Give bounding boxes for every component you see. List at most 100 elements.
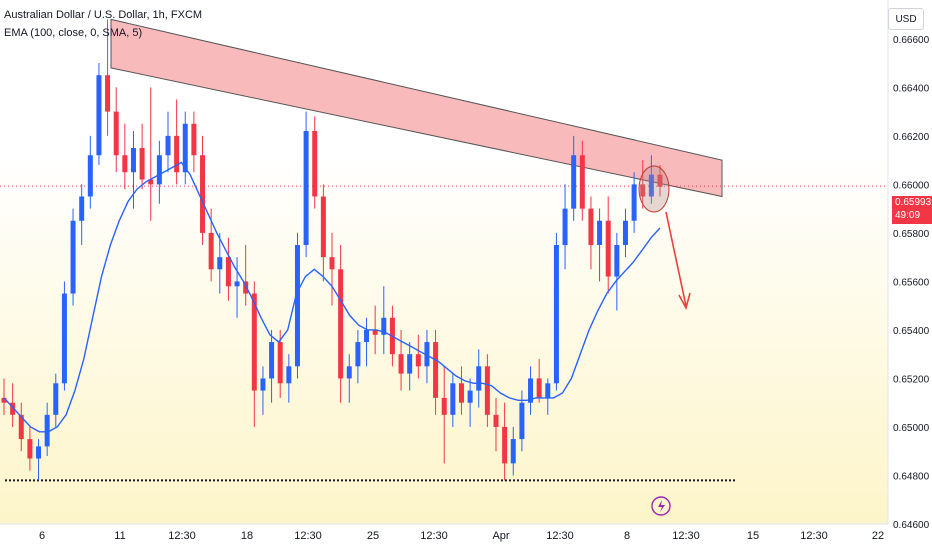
candle-body [398,354,404,374]
candle-body [346,366,352,379]
candle-body [528,378,534,403]
y-tick-label: 0.66600 [893,35,930,46]
candle-body [174,135,180,173]
candle-body [303,131,309,246]
candle-body [36,446,42,459]
candle-body [579,155,585,209]
candle-body [243,281,249,294]
y-tick-label: 0.65000 [893,423,930,434]
candle-body [433,342,439,398]
y-tick-label: 0.66400 [893,83,930,94]
x-tick-label: 12:30 [420,530,448,542]
candle-body [286,366,292,384]
candle-body [260,378,266,391]
candle-body [372,329,378,335]
candle-body [191,123,197,156]
candle-body [329,257,335,270]
y-tick-label: 0.66000 [893,180,930,191]
candle-body [312,131,318,197]
y-tick-label: 0.65400 [893,326,930,337]
candle-body [597,220,603,246]
resistance-zone[interactable] [110,18,723,198]
candle-body [355,342,361,367]
x-tick-label: 15 [747,530,759,542]
candle-body [1,397,7,403]
candle-body [588,208,594,246]
candle-body [562,208,568,246]
candle-body [225,257,231,287]
candle-body [139,147,145,180]
candle-body [130,147,136,173]
candle-body [364,329,370,343]
candle-body [407,354,413,374]
x-tick-label: 22 [872,530,884,542]
candle-body [458,383,464,403]
candle-body [510,439,516,464]
candle-body [450,383,456,415]
candle-body [79,196,85,221]
x-tick-label: 6 [39,530,45,542]
candle-body [156,155,162,185]
y-axis-ticks: 0.66600 0.66400 0.66200 0.66000 0.65800 0.656… [893,35,930,531]
y-tick-label: 0.64800 [893,471,930,482]
ema-line [3,161,661,433]
candle-body [476,366,482,391]
candle-body [648,174,654,197]
candle-body [217,257,223,270]
candle-body [415,354,421,367]
candle-body [165,135,171,156]
candle-body [251,293,257,391]
candle-body [122,155,128,173]
candle-body [605,220,611,277]
candle-body [200,155,206,233]
candle-body [234,281,240,287]
candle-body [44,414,50,447]
candle-body [519,402,525,440]
candle-body [96,75,102,156]
down-arrow [665,211,691,311]
candle-body [467,390,473,403]
candle-body [441,397,447,415]
candle-body [493,414,499,427]
candle-body [182,123,188,173]
x-tick-label: 12:30 [672,530,700,542]
current-price-value: 0.65993 [895,197,932,208]
candle-body [27,439,33,459]
candle-body [18,414,24,440]
event-marker[interactable] [651,496,671,516]
candle-body [484,366,490,415]
chart-title: Australian Dollar / U.S. Dollar, 1h, FXC… [4,9,203,21]
candle-body [536,378,542,398]
candle-body [614,245,620,277]
candle-body [87,155,93,197]
x-tick-label: 11 [114,530,125,542]
candle-body [10,402,16,415]
x-tick-label: 12:30 [800,530,828,542]
y-tick-label: 0.65800 [893,229,930,240]
x-tick-label: 25 [367,530,379,542]
x-tick-label: 8 [624,530,630,542]
candle-body [553,245,559,384]
resistance-zone-group [110,18,723,198]
candle-body [61,293,67,384]
candle-body [294,245,300,367]
candle-body [631,184,637,221]
currency-button[interactable]: USD [888,8,924,30]
candle-body [320,196,326,258]
candle-body [424,342,430,367]
candle-body [502,426,508,464]
candle-body [208,232,214,270]
candle-body [381,317,387,335]
highlight-ellipse [638,165,670,213]
current-price-label: 0.65993 49:09 [892,196,932,224]
lightning-icon [658,500,665,512]
candle-body [657,174,663,187]
candle-body [640,184,646,197]
x-tick-label: 18 [241,530,253,542]
candle-body [113,111,119,156]
indicator-legend[interactable]: EMA (100, close, 0, SMA, 5) [4,27,143,39]
x-tick-label: 12:30 [546,530,574,542]
candle-body [545,383,551,398]
x-tick-label: 12:30 [168,530,196,542]
